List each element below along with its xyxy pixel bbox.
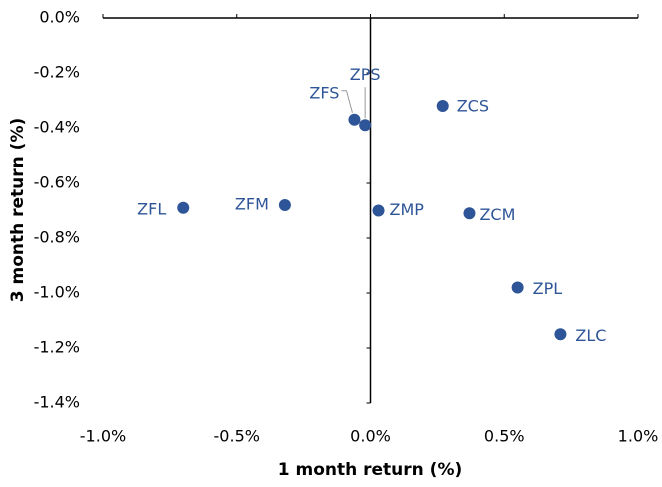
x-tick-label: -1.0% [80,427,126,446]
y-tick-label: -0.8% [34,228,80,247]
x-tick-label: 1.0% [618,427,659,446]
x-axis-title: 1 month return (%) [278,460,463,480]
x-tick-label: -0.5% [214,427,260,446]
point [463,207,476,220]
y-tick-label: -1.2% [34,338,80,357]
point-label: ZMP [390,200,425,219]
point-label: ZLC [575,326,606,345]
y-tick-label: -1.0% [34,283,80,302]
point-label: ZFM [235,195,269,214]
point-label: ZCM [479,205,515,224]
leader-line [341,90,353,113]
x-tick-label: 0.5% [484,427,525,446]
point [359,119,372,132]
y-tick-label: -0.6% [34,173,80,192]
point-label: ZCS [457,97,489,116]
y-axis-title: 3 month return (%) [8,118,28,303]
y-tick-label: -0.2% [34,63,80,82]
point [177,201,190,214]
point-label: ZPL [533,279,563,298]
point [348,113,361,126]
point [436,100,449,112]
point [372,204,385,217]
point-label: ZFL [137,199,166,218]
point [554,328,567,341]
x-tick-label: 0.0% [350,427,391,446]
point-label: ZFS [309,83,339,102]
y-tick-label: -0.4% [34,118,80,137]
point [278,199,291,211]
y-tick-label: 0.0% [39,8,80,27]
y-tick-label: -1.4% [34,393,80,412]
point-label: ZPS [350,65,381,84]
point [511,281,524,294]
